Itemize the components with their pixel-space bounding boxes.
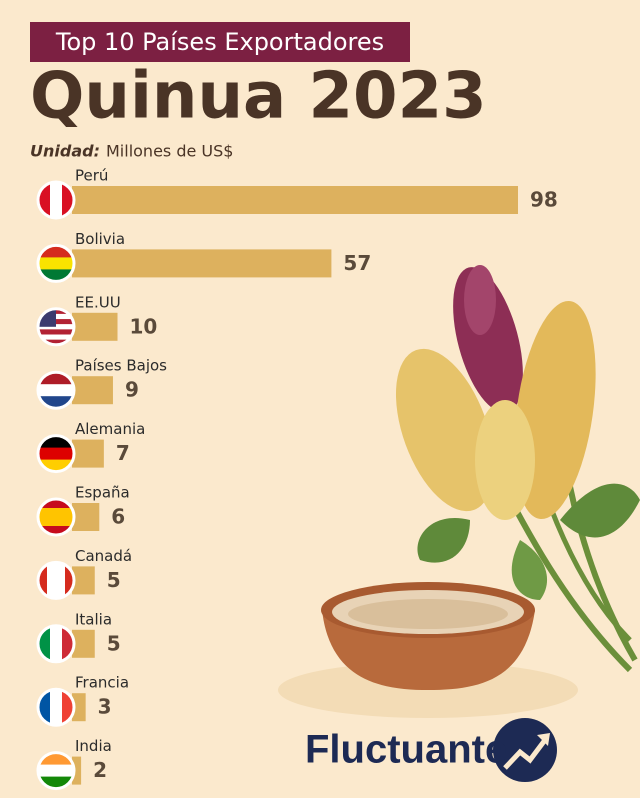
category-label: Canadá xyxy=(75,547,132,565)
bar xyxy=(72,756,82,785)
value-label: 10 xyxy=(130,314,158,338)
value-label: 6 xyxy=(111,505,125,529)
brand: Fluctuante xyxy=(305,728,507,772)
flag-stripe xyxy=(38,334,74,340)
flag-stripe xyxy=(38,526,74,535)
flag-stripe xyxy=(38,384,74,397)
flag-stripe xyxy=(50,625,63,662)
category-label: Francia xyxy=(75,674,129,692)
flag-border xyxy=(36,180,76,220)
flag-border xyxy=(36,243,76,283)
unit-label: Unidad: xyxy=(30,142,100,161)
bar xyxy=(72,312,118,341)
flag-border xyxy=(36,434,76,474)
subtitle-box xyxy=(30,22,410,62)
chart-title: Quinua 2023 xyxy=(30,60,487,134)
value-label: 5 xyxy=(107,631,121,655)
flag-border xyxy=(36,370,76,410)
flag-stripe xyxy=(38,562,48,599)
flag-border xyxy=(36,751,76,791)
bar xyxy=(72,629,95,658)
bar xyxy=(72,566,95,595)
value-label: 2 xyxy=(93,758,107,782)
chart-subtitle: Top 10 Países Exportadores xyxy=(55,28,384,56)
flag-stripe xyxy=(38,329,74,335)
category-label: Alemania xyxy=(75,420,145,438)
flag-border xyxy=(36,687,76,727)
bar xyxy=(72,249,332,278)
flag-stripe xyxy=(56,562,66,599)
flag-stripe xyxy=(38,508,74,518)
flag-border xyxy=(36,560,76,600)
bar xyxy=(72,693,86,722)
bar xyxy=(72,503,100,531)
flag xyxy=(38,499,74,535)
value-label: 3 xyxy=(98,695,112,719)
logo-icon xyxy=(493,718,557,782)
flag-stripe xyxy=(38,764,74,778)
category-label: Perú xyxy=(75,167,108,185)
flag-stripe xyxy=(38,257,74,270)
value-label: 5 xyxy=(107,568,121,592)
flag-border xyxy=(36,307,76,347)
illustration xyxy=(278,265,640,718)
category-label: Países Bajos xyxy=(75,357,167,375)
flag-stripe xyxy=(47,562,57,599)
category-label: Italia xyxy=(75,610,112,628)
flag-stripe xyxy=(38,499,74,509)
value-label: 7 xyxy=(116,441,130,465)
flag-border xyxy=(36,624,76,664)
flag-stripe xyxy=(38,339,74,345)
unit: Millones de US$ xyxy=(106,142,233,161)
value-label: 9 xyxy=(125,378,139,402)
category-label: India xyxy=(75,737,112,755)
bar xyxy=(72,186,518,214)
flag-stripe xyxy=(38,447,74,461)
bar xyxy=(72,439,104,468)
flag-stripe xyxy=(50,182,63,218)
category-label: Bolivia xyxy=(75,230,125,248)
category-label: EE.UU xyxy=(75,293,121,311)
value-label: 57 xyxy=(343,251,371,275)
flag-stripe xyxy=(38,517,74,527)
flag-stripe xyxy=(65,562,74,599)
flag xyxy=(38,562,74,599)
flag-stripe xyxy=(50,689,63,726)
bar xyxy=(72,376,113,405)
value-label: 98 xyxy=(530,188,558,212)
category-label: España xyxy=(75,484,130,502)
flag-border xyxy=(36,497,76,537)
